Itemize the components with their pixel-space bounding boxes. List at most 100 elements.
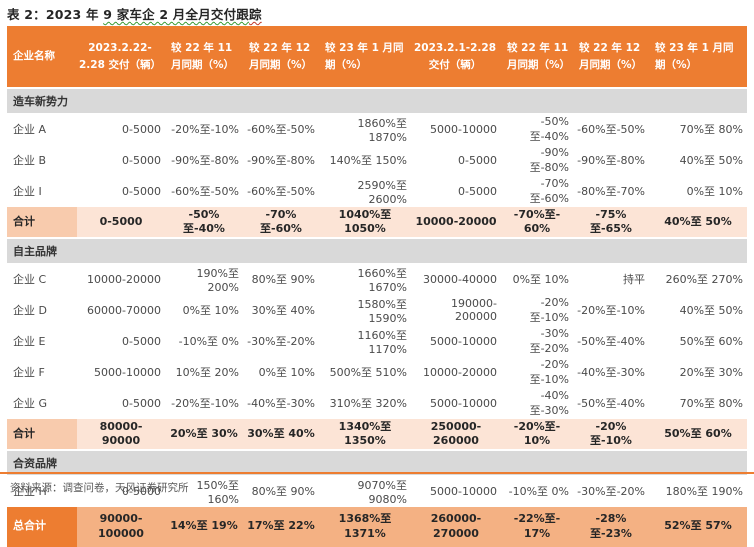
company-row-企业 A-value-3: -60%至-50%	[247, 123, 315, 136]
company-row-企业 G-value-3: -40%至-30%	[247, 397, 315, 411]
section-2-subtotal-row-value-2: 20%至 30%	[165, 418, 243, 451]
column-header-4: 较 22 年 12 月同期（%）	[243, 26, 319, 89]
section-1-subtotal-row-value-4: 1040%至 1050%	[319, 206, 411, 239]
column-header-1: 企业名称	[7, 26, 77, 89]
company-row-企业 E-value-6: -30%至-20%	[529, 326, 569, 355]
column-header-2: 2023.2.22-2.28 交付（辆）	[77, 26, 165, 89]
grand-total-row: 总合计 90000- 100000 14%至 19% 17%至 22% 1368%至 1…	[7, 506, 747, 547]
company-row-企业 I-value-5: 0-5000	[458, 184, 497, 198]
company-row-企业 F-value-2: 10%至 20%	[175, 366, 239, 380]
section-2-subtotal-row-value-4: 1340%至 1350%	[319, 418, 411, 451]
company-row-企业 G: 企业 G 0-5000 -20%至-10% -40%至-30% 310%至 320% 50…	[7, 388, 747, 419]
company-row-企业 G-value-5: 5000-10000	[430, 396, 497, 410]
company-row-企业 E-value-3: -30%至-20%	[247, 335, 315, 349]
company-row-企业 G-value-8: 70%至 80%	[679, 397, 743, 411]
table-header-row: 企业名称 2023.2.22-2.28 交付（辆）较 22 年 11 月同期（%）…	[7, 26, 747, 89]
grand-total-row-value-6: -22%至- 17%	[501, 506, 573, 547]
company-row-企业 D-value-6: -20%至-10%	[529, 295, 569, 324]
section-2-subtotal-row: 合计 80000-90000 20%至 30% 30%至 40% 1340%至 1350…	[7, 418, 747, 451]
company-name: 企业 F	[13, 366, 45, 380]
company-row-企业 A-value-1: 0-5000	[122, 122, 161, 136]
company-row-企业 C-value-6: 0%至 10%	[512, 273, 569, 287]
grand-total-row-value-7: -28%至-23%	[573, 506, 649, 547]
company-name: 企业 I	[13, 185, 42, 198]
company-row-企业 E-value-5: 5000-10000	[430, 334, 497, 348]
company-row-企业 B-value-6: -90%至-80%	[529, 145, 569, 174]
company-row-企业 A: 企业 A 0-5000 -20%至-10% -60%至-50% 1860%至 1870%…	[7, 113, 747, 145]
section-2-subtotal-row-value-3: 30%至 40%	[243, 418, 319, 451]
company-name: 企业 E	[13, 335, 46, 349]
company-row-企业 E-value-4: 1160%至 1170%	[357, 328, 407, 356]
company-row-企业 E-value-1: 0-5000	[122, 334, 161, 348]
grand-total-row-value-3: 17%至 22%	[243, 506, 319, 547]
section-1-subtotal-row-value-3: -70%至-60%	[243, 206, 319, 239]
company-row-企业 A-value-6: -50%至-40%	[529, 114, 569, 143]
column-header-7: 较 22 年 11 月同期（%）	[501, 26, 573, 89]
footer-divider-line	[0, 472, 754, 474]
company-row-企业 E: 企业 E 0-5000 -10%至 0% -30%至-20% 1160%至 1170% 5…	[7, 326, 747, 357]
company-row-企业 H-value-7: -30%至-20%	[577, 485, 645, 499]
delivery-tracking-table: 企业名称 2023.2.22-2.28 交付（辆）较 22 年 11 月同期（%）…	[7, 26, 747, 547]
company-row-企业 D-value-5: 190000-200000	[451, 297, 497, 324]
company-row-企业 H-value-1: 0-5000	[122, 484, 161, 498]
company-row-企业 H-value-4: 9070%至 9080%	[357, 478, 407, 506]
grand-total-label: 总合计	[7, 506, 77, 547]
section-2-subtotal-row-value-1: 80000-90000	[77, 418, 165, 451]
company-row-企业 G-value-2: -20%至-10%	[171, 397, 239, 411]
company-row-企业 D-value-2: 0%至 10%	[182, 304, 239, 318]
company-row-企业 E-value-7: -50%至-40%	[577, 335, 645, 349]
company-row-企业 A-value-5: 5000-10000	[430, 122, 497, 136]
section-2-subtotal-row-value-7: -20%至-10%	[573, 418, 649, 451]
company-row-企业 D-value-1: 60000-70000	[87, 303, 161, 317]
company-row-企业 I-value-6: -70%至-60%	[529, 176, 569, 205]
company-row-企业 I: 企业 I 0-5000 -60%至-50% -60%至-50% 2590%至 2600%…	[7, 176, 747, 207]
company-row-企业 A-value-7: -60%至-50%	[577, 123, 645, 136]
company-name: 企业 A	[13, 123, 47, 136]
company-row-企业 B-value-7: -90%至-80%	[577, 154, 645, 167]
company-row-企业 A-value-8: 70%至 80%	[679, 123, 743, 136]
company-row-企业 C-value-8: 260%至 270%	[665, 273, 743, 287]
section-1-subtotal-row: 合计 0-5000 -50%至-40% -70%至-60% 1040%至 1050% 10…	[7, 206, 747, 239]
company-row-企业 F-value-5: 10000-20000	[423, 365, 497, 379]
column-header-6: 2023.2.1-2.28 交付（辆）	[411, 26, 501, 89]
company-row-企业 I-value-1: 0-5000	[122, 184, 161, 198]
company-name: 企业 G	[13, 397, 48, 411]
company-row-企业 E-value-2: -10%至 0%	[178, 335, 239, 349]
company-row-企业 F-value-8: 20%至 30%	[679, 366, 743, 380]
section-row-2: 自主品牌	[7, 237, 747, 264]
section-2-subtotal-row-value-5: 250000- 260000	[411, 418, 501, 451]
company-row-企业 E-value-8: 50%至 60%	[679, 335, 743, 349]
company-row-企业 B-value-2: -90%至-80%	[171, 154, 239, 167]
company-row-企业 C-value-4: 1660%至 1670%	[357, 266, 407, 294]
section-2-subtotal-row-value-6: -20%至- 10%	[501, 418, 573, 451]
section-row-1: 造车新势力	[7, 87, 747, 114]
company-row-企业 C-value-2: 190%至 200%	[196, 266, 239, 294]
company-row-企业 I-value-2: -60%至-50%	[171, 185, 239, 198]
company-row-企业 C: 企业 C 10000-20000 190%至 200% 80%至 90% 1660%至 …	[7, 263, 747, 295]
company-row-企业 C-value-3: 80%至 90%	[251, 273, 315, 287]
company-row-企业 H-value-3: 80%至 90%	[251, 485, 315, 499]
section-1-subtotal-row-value-8: 40%至 50%	[649, 206, 747, 239]
company-name: 企业 B	[13, 154, 47, 167]
company-row-企业 I-value-3: -60%至-50%	[247, 185, 315, 198]
company-row-企业 C-value-7: 持平	[623, 273, 645, 287]
company-row-企业 F-value-7: -40%至-30%	[577, 366, 645, 380]
table-title-prefix: 表 2：2023 年	[7, 7, 104, 22]
company-row-企业 D: 企业 D 60000-70000 0%至 10% 30%至 40% 1580%至 159…	[7, 295, 747, 326]
company-row-企业 A-value-2: -20%至-10%	[171, 123, 239, 136]
company-row-企业 C-value-5: 30000-40000	[423, 272, 497, 286]
column-header-3: 较 22 年 11 月同期（%）	[165, 26, 243, 89]
company-name: 企业 D	[13, 304, 47, 318]
company-row-企业 A-value-4: 1860%至 1870%	[357, 116, 407, 144]
table-title: 表 2：2023 年 9 家车企 2 月全月交付跟踪	[0, 0, 754, 26]
company-row-企业 B-value-3: -90%至-80%	[247, 154, 315, 167]
company-row-企业 D-value-7: -20%至-10%	[577, 304, 645, 318]
company-row-企业 H-value-6: -10%至 0%	[508, 485, 569, 499]
grand-total-row-value-2: 14%至 19%	[165, 506, 243, 547]
company-row-企业 B: 企业 B 0-5000 -90%至-80% -90%至-80% 140%至 150% 0-…	[7, 145, 747, 176]
company-row-企业 D-value-3: 30%至 40%	[251, 304, 315, 318]
subtotal-label: 合计	[7, 418, 77, 451]
table-title-spellcheck-green: 9 家车企 2 月全月交付跟	[103, 7, 250, 22]
company-row-企业 B-value-4: 140%至 150%	[329, 154, 407, 167]
